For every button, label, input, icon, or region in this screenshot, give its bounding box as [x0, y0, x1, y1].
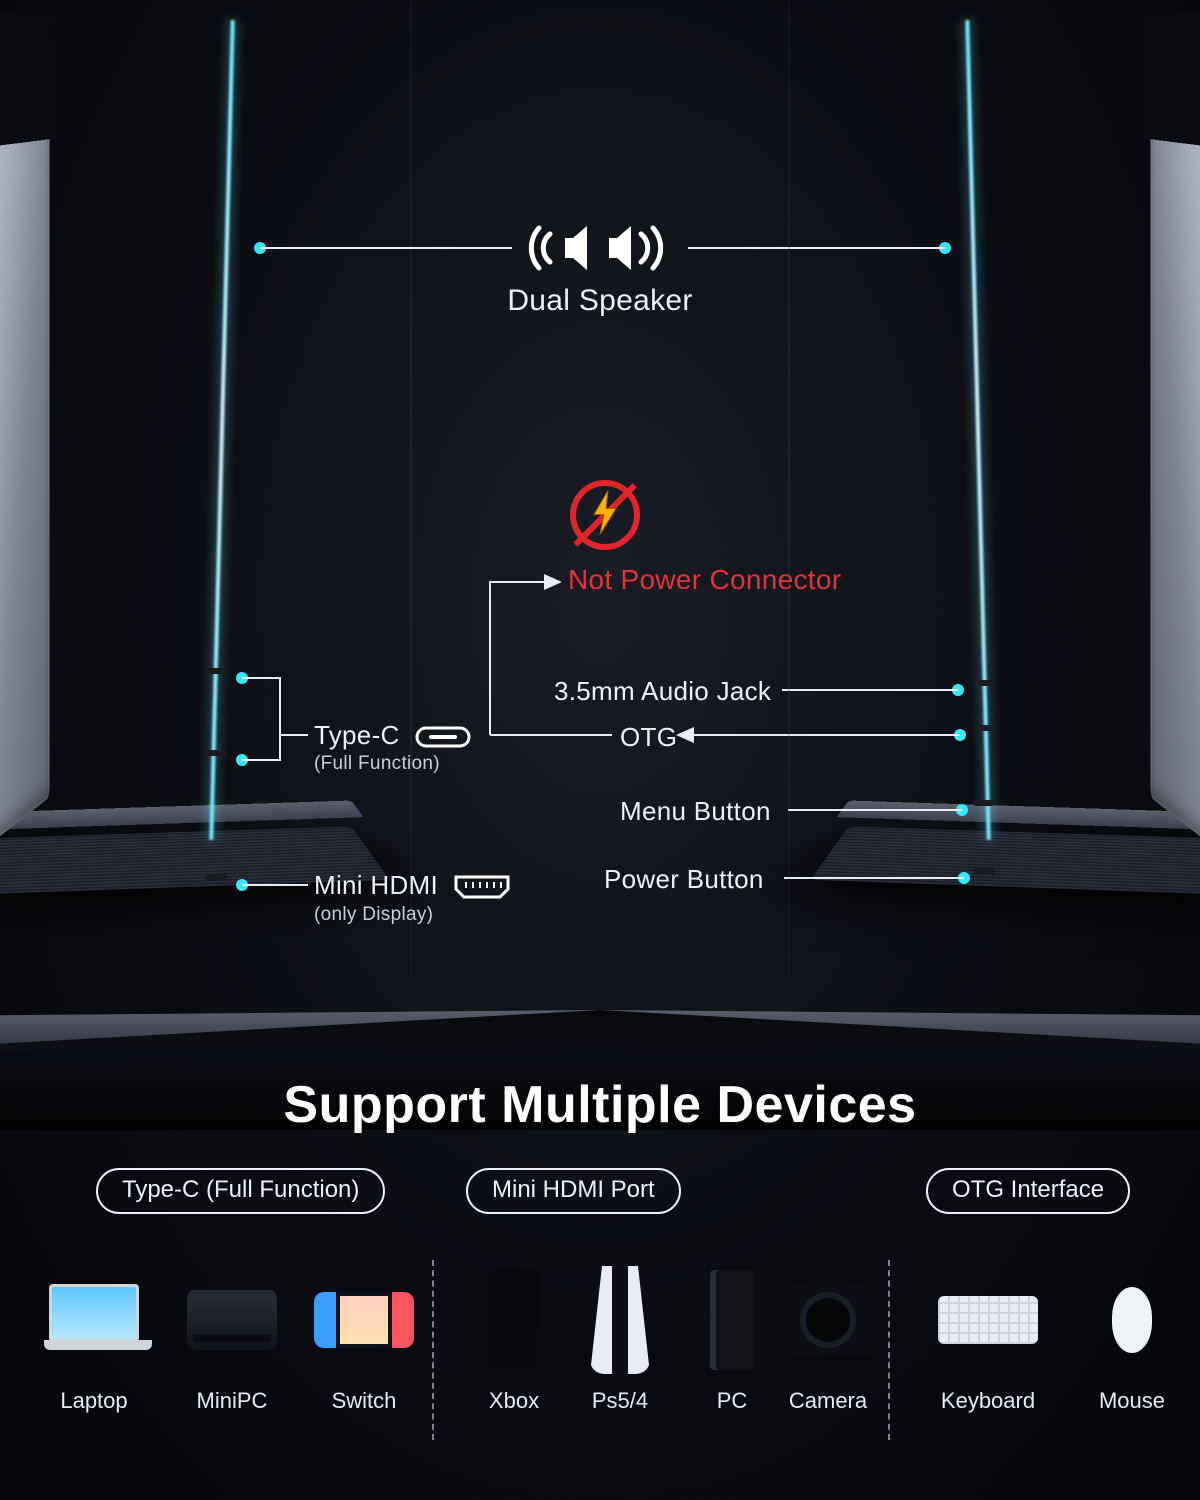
device-keyboard: Keyboard — [928, 1270, 1048, 1414]
device-camera: Camera — [768, 1270, 888, 1414]
support-multiple-devices-title: Support Multiple Devices — [0, 1075, 1200, 1135]
device-row: Laptop MiniPC Switch Xbox Ps5/4 PC Camer… — [0, 1270, 1200, 1470]
mini-hdmi-label: Mini HDMI (only Display) — [314, 870, 510, 926]
dual-speaker-label: Dual Speaker — [0, 284, 1200, 318]
type-c-icon — [415, 724, 471, 755]
no-power-icon — [570, 480, 640, 550]
device-xbox: Xbox — [454, 1270, 574, 1414]
audio-jack-label: 3.5mm Audio Jack — [554, 676, 771, 707]
device-ps5: Ps5/4 — [560, 1270, 680, 1414]
otg-label: OTG — [620, 722, 677, 753]
device-laptop: Laptop — [34, 1270, 154, 1414]
pill-type-c: Type-C (Full Function) — [96, 1168, 385, 1214]
device-switch: Switch — [304, 1270, 424, 1414]
device-minipc: MiniPC — [172, 1270, 292, 1414]
type-c-label: Type-C (Full Function) — [314, 720, 471, 775]
power-button-label: Power Button — [604, 864, 764, 895]
device-mouse: Mouse — [1072, 1270, 1192, 1414]
not-power-connector-label: Not Power Connector — [568, 564, 841, 596]
pill-mini-hdmi: Mini HDMI Port — [466, 1168, 681, 1214]
monitor-right — [930, 0, 1200, 950]
dual-speaker-icon — [525, 218, 675, 283]
hdmi-icon — [454, 875, 510, 906]
monitor-left — [0, 0, 270, 950]
menu-button-label: Menu Button — [620, 796, 771, 827]
pill-otg: OTG Interface — [926, 1168, 1130, 1214]
